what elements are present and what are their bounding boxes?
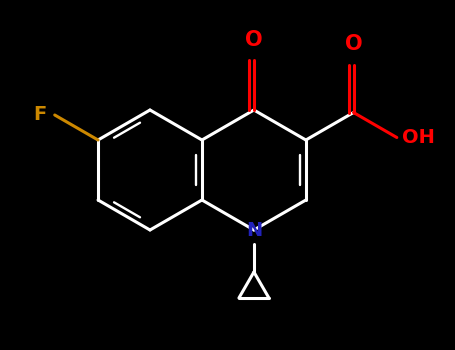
Text: O: O xyxy=(245,30,263,50)
Text: O: O xyxy=(345,35,362,55)
Text: OH: OH xyxy=(402,128,435,147)
Text: N: N xyxy=(246,220,262,239)
Text: F: F xyxy=(34,105,47,125)
